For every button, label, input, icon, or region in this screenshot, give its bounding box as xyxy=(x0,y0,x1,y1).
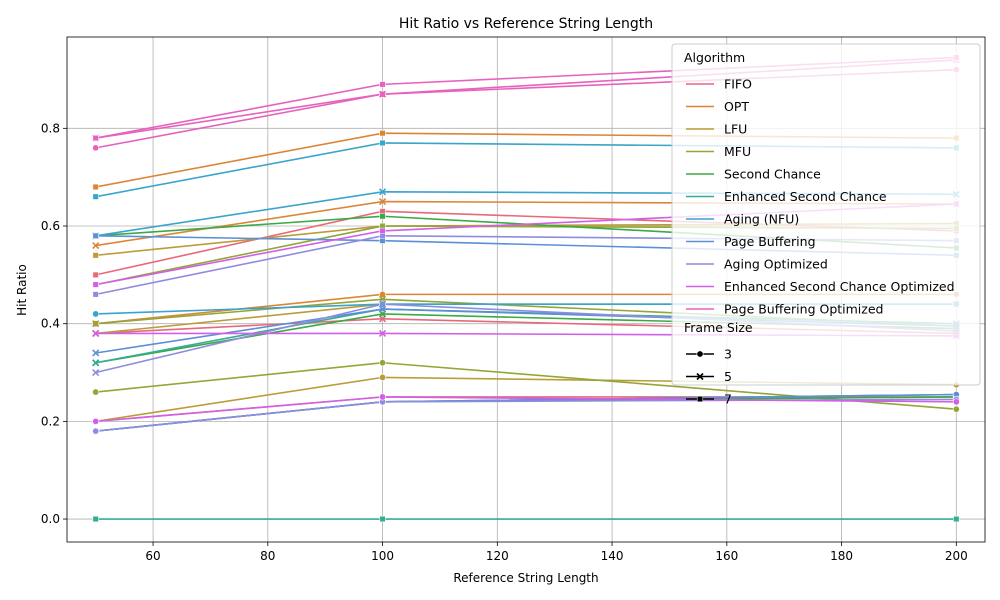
data-point xyxy=(379,393,387,401)
legend-label: Aging Optimized xyxy=(724,257,828,272)
data-point xyxy=(378,188,387,196)
legend-label: 3 xyxy=(724,347,732,362)
x-axis-ticks: 60 80 100 120 140 160 180 200 xyxy=(145,542,968,563)
legend-title-algorithm: Algorithm xyxy=(684,50,745,65)
legend-label: 5 xyxy=(724,369,732,384)
x-tick-label: 180 xyxy=(830,549,853,563)
legend-frame-size-entries: 3 5 7 xyxy=(686,347,732,407)
data-point xyxy=(92,368,100,377)
data-point xyxy=(952,398,960,406)
data-point xyxy=(92,144,100,152)
data-point xyxy=(379,359,387,367)
y-axis-title: Hit Ratio xyxy=(15,264,29,316)
legend-label: Page Buffering Optimized xyxy=(724,302,883,317)
data-point xyxy=(953,515,960,523)
data-point xyxy=(92,417,100,425)
legend-label: 7 xyxy=(724,392,732,407)
data-point xyxy=(92,281,99,288)
data-point xyxy=(92,271,99,278)
legend-box xyxy=(671,43,981,386)
data-point xyxy=(379,130,386,137)
x-tick-label: 60 xyxy=(145,549,160,563)
x-tick-label: 140 xyxy=(601,549,624,563)
legend-label: Aging (NFU) xyxy=(724,212,799,227)
legend-label: Page Buffering xyxy=(724,234,816,249)
legend-label: LFU xyxy=(724,122,747,137)
data-point xyxy=(379,227,386,234)
data-point xyxy=(92,388,100,396)
data-point xyxy=(92,183,99,190)
legend-algorithm-entries: FIFO OPT LFU MFU Second Chance Enhanced Secon… xyxy=(686,77,955,317)
x-tick-label: 80 xyxy=(260,549,275,563)
legend-label: MFU xyxy=(724,144,751,159)
data-point xyxy=(379,139,386,147)
x-tick-label: 120 xyxy=(486,549,509,563)
plot-frame xyxy=(66,36,986,543)
y-axis-ticks: 0.0 0.2 0.4 0.6 0.8 xyxy=(41,121,67,526)
y-tick-label: 0.8 xyxy=(41,121,60,135)
data-point xyxy=(378,90,387,98)
legend-marker xyxy=(696,350,704,358)
legend: Algorithm FIFO OPT LFU MFU Second Chance Enha… xyxy=(671,43,981,407)
y-tick-label: 0.0 xyxy=(41,512,60,526)
data-point xyxy=(92,320,100,328)
data-point xyxy=(92,515,99,523)
data-point xyxy=(92,135,99,142)
legend-label: Enhanced Second Chance xyxy=(724,189,887,204)
x-tick-label: 160 xyxy=(715,549,738,563)
data-point xyxy=(92,310,100,318)
chart-title: Hit Ratio vs Reference String Length xyxy=(399,16,653,32)
data-point xyxy=(378,300,387,308)
data-point xyxy=(92,329,100,338)
data-point xyxy=(92,427,100,435)
data-point xyxy=(379,81,386,88)
legend-label: Enhanced Second Chance Optimized xyxy=(724,279,955,294)
legend-marker xyxy=(696,372,704,381)
data-point xyxy=(378,198,387,206)
data-point xyxy=(952,405,960,413)
legend-label: FIFO xyxy=(724,77,752,92)
x-axis-title: Reference String Length xyxy=(453,571,598,585)
data-point xyxy=(92,232,99,239)
data-point xyxy=(92,291,99,298)
legend-label: Second Chance xyxy=(724,167,821,182)
data-point xyxy=(378,329,387,338)
data-point xyxy=(92,359,100,367)
legend-title-frame-size: Frame Size xyxy=(684,320,753,335)
data-point xyxy=(379,290,387,298)
y-tick-label: 0.2 xyxy=(41,414,60,428)
data-point xyxy=(92,252,99,259)
legend-label: OPT xyxy=(724,99,749,114)
y-tick-label: 0.6 xyxy=(41,219,60,233)
y-tick-label: 0.4 xyxy=(41,317,60,331)
x-tick-label: 200 xyxy=(945,549,968,563)
legend-marker xyxy=(696,395,704,403)
data-point xyxy=(92,193,99,200)
data-point xyxy=(92,349,100,357)
data-point xyxy=(92,241,100,250)
data-point xyxy=(379,213,386,220)
x-tick-label: 100 xyxy=(371,549,394,563)
data-point xyxy=(379,515,386,523)
data-point xyxy=(379,373,387,381)
